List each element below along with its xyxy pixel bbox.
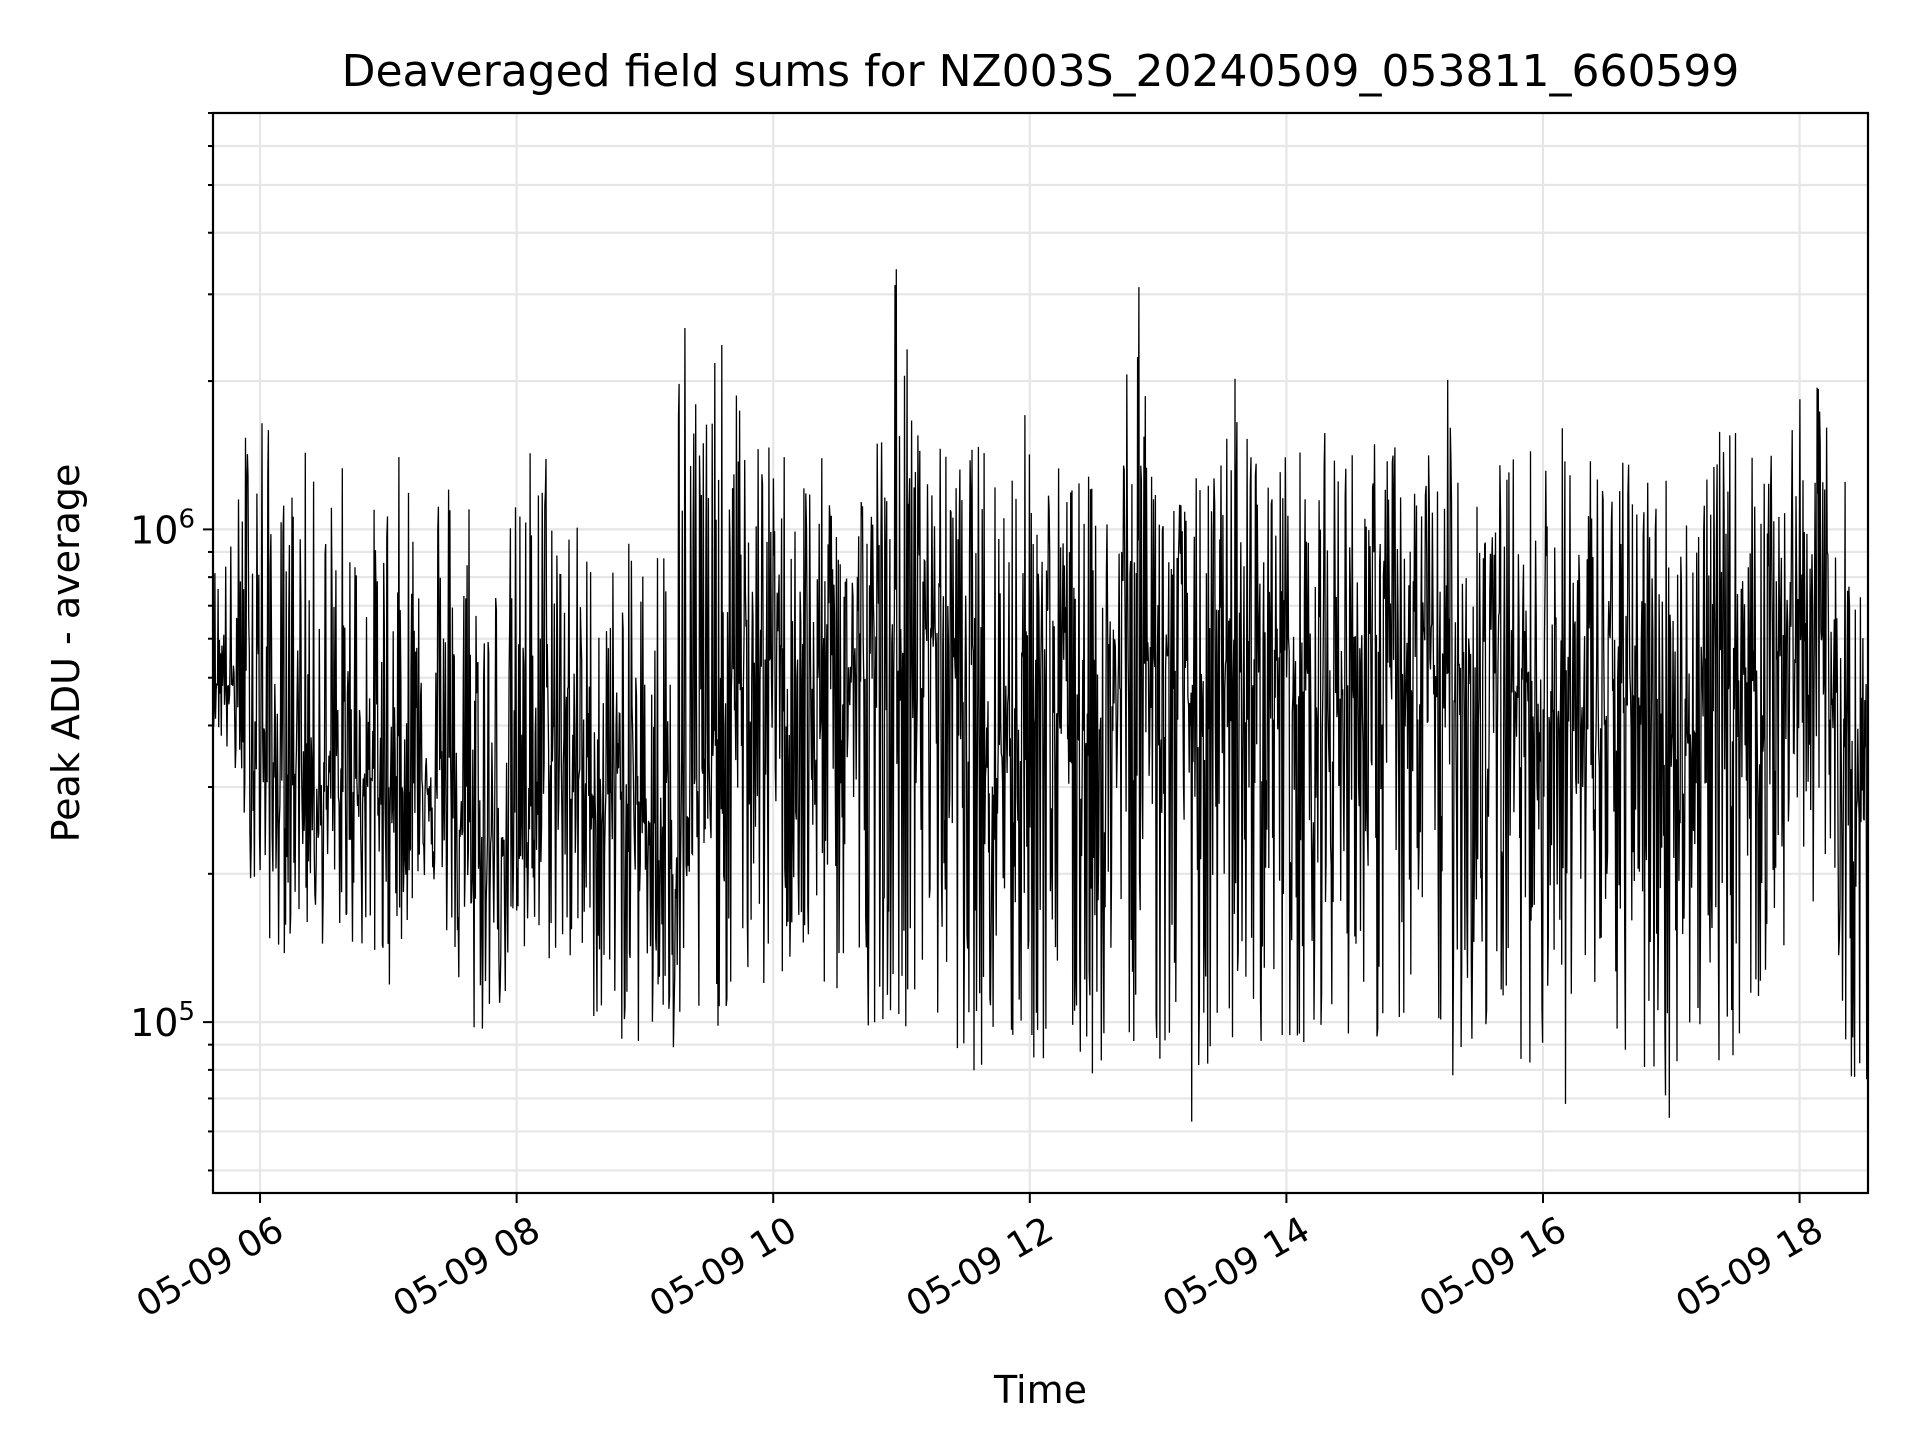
series-group [212, 269, 1869, 1122]
y-tick-label: 106 [130, 504, 195, 552]
y-axis-label: Peak ADU - average [44, 464, 88, 843]
chart-title: Deaveraged field sums for NZ003S_2024050… [342, 46, 1740, 97]
plot-frame [211, 111, 1870, 1195]
x-tick-label: 05-09 10 [643, 1209, 804, 1325]
series-line [212, 269, 1869, 1122]
x-tick-label: 05-09 08 [386, 1209, 547, 1325]
x-axis-label: Time [993, 1368, 1087, 1412]
y-tick-label: 105 [130, 997, 195, 1045]
x-tick-label: 05-09 16 [1413, 1209, 1574, 1325]
x-tick-label: 05-09 12 [900, 1209, 1061, 1325]
x-tick-label: 05-09 14 [1156, 1209, 1317, 1325]
y-axis-ticks: 105 106 [130, 112, 213, 1172]
x-tick-label: 05-09 18 [1669, 1209, 1830, 1325]
x-axis-ticks: 05-09 06 05-09 08 05-09 10 05-09 12 05-09 14… [130, 1193, 1830, 1326]
x-tick-label: 05-09 06 [130, 1209, 291, 1325]
